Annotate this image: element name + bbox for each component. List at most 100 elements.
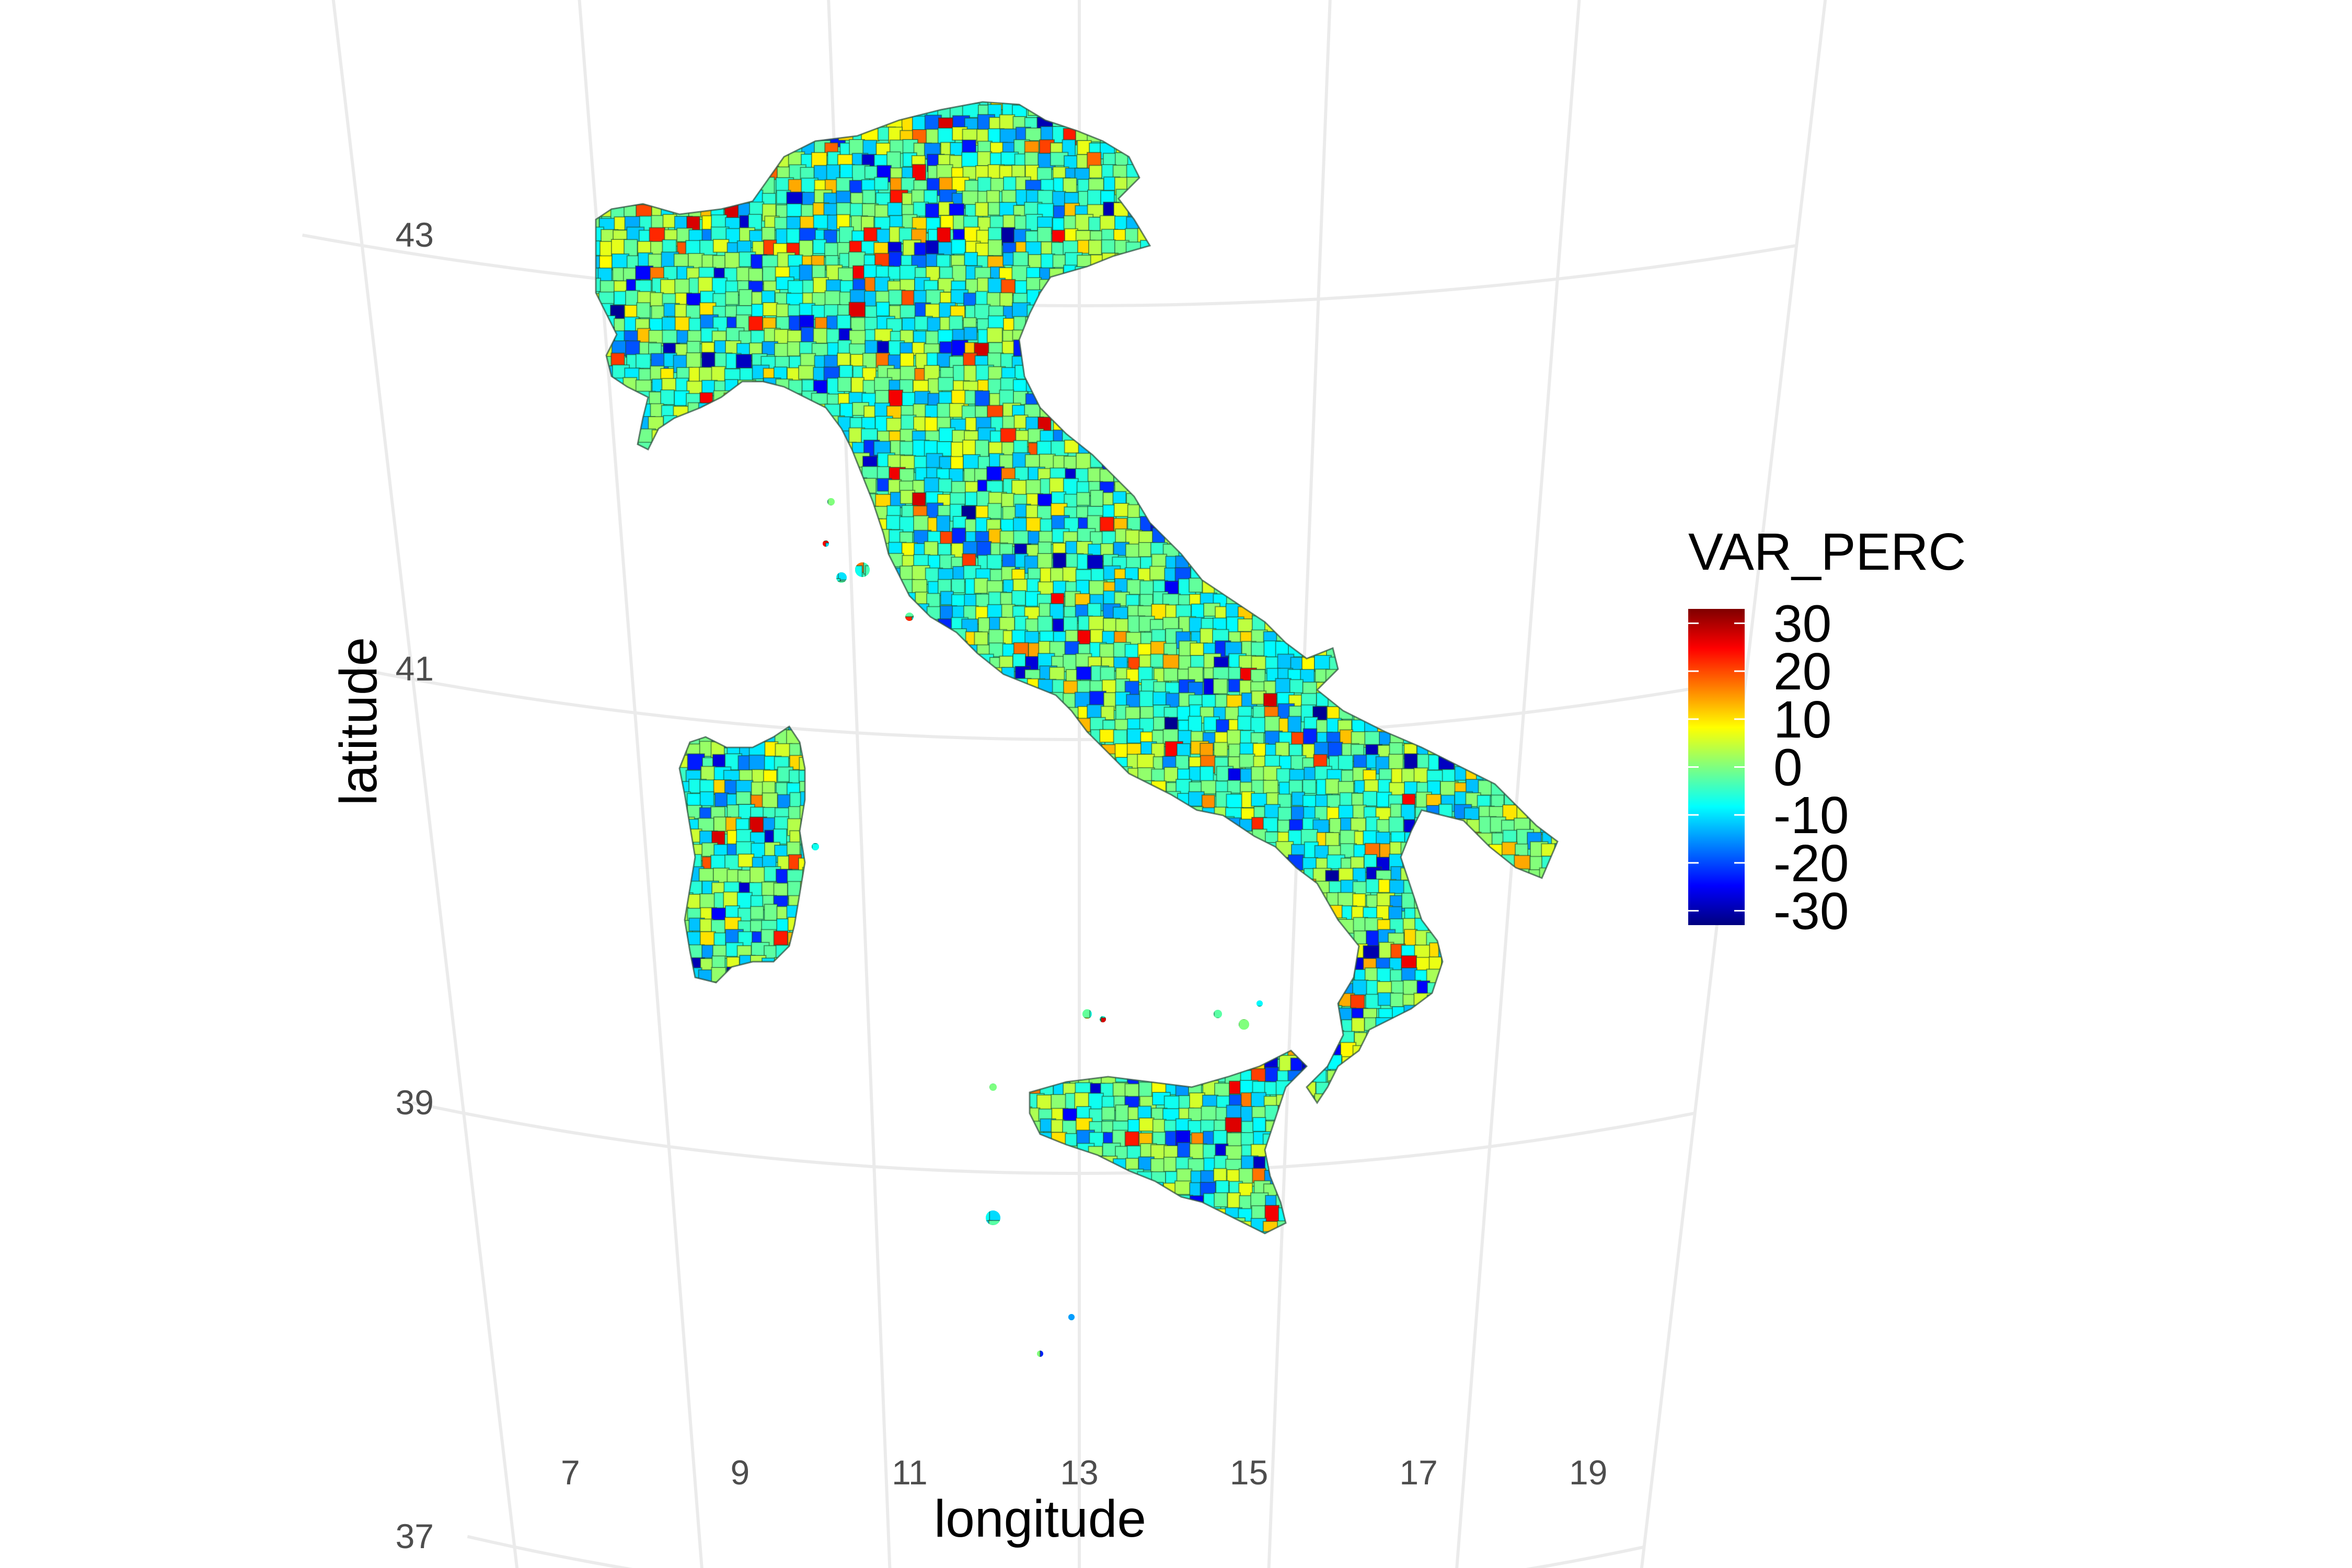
municipality-cell (1590, 604, 1605, 617)
municipality-cell (1325, 778, 1340, 795)
municipality-cell (1442, 343, 1456, 360)
municipality-cell (675, 191, 693, 206)
municipality-cell (827, 478, 844, 497)
municipality-cell (1202, 177, 1217, 192)
municipality-cell (1125, 267, 1143, 282)
municipality-cell (811, 555, 829, 571)
municipality-cell (748, 628, 768, 645)
municipality-cell (1149, 566, 1167, 581)
municipality-cell (762, 704, 778, 720)
municipality-cell (838, 642, 855, 660)
municipality-cell (1426, 292, 1441, 307)
municipality-cell (773, 102, 791, 105)
municipality-cell (1554, 803, 1558, 817)
municipality-cell (1001, 680, 1020, 696)
municipality-cell (1429, 556, 1448, 574)
municipality-cell (1452, 655, 1470, 674)
municipality-cell (1163, 465, 1177, 483)
municipality-cell (814, 581, 832, 597)
municipality-cell (639, 693, 658, 711)
municipality-cell (1454, 553, 1471, 569)
municipality-cell (786, 405, 803, 421)
municipality-cell (1581, 167, 1595, 183)
municipality-cell (1288, 617, 1302, 631)
municipality-cell (1529, 228, 1547, 243)
municipality-cell (1378, 265, 1393, 283)
municipality-cell (1353, 327, 1369, 345)
municipality-cell (1189, 468, 1205, 486)
municipality-cell (1353, 530, 1370, 549)
municipality-cell (863, 768, 881, 784)
municipality-cell (1503, 354, 1518, 370)
municipality-cell (776, 414, 794, 434)
municipality-cell (1479, 342, 1494, 361)
municipality-cell (662, 566, 677, 582)
municipality-cell (1350, 342, 1368, 358)
municipality-cell (924, 807, 938, 822)
municipality-cell (750, 456, 765, 471)
municipality-cell (1263, 204, 1279, 219)
municipality-cell (1128, 113, 1143, 132)
municipality-cell (1240, 280, 1258, 294)
municipality-cell (1426, 541, 1443, 558)
municipality-cell (698, 543, 716, 559)
municipality-cell (575, 431, 592, 446)
municipality-cell (1175, 377, 1192, 394)
municipality-cell (1363, 556, 1379, 574)
municipality-cell (1040, 780, 1058, 795)
municipality-cell (812, 467, 827, 481)
municipality-cell (851, 102, 871, 106)
municipality-cell (1492, 140, 1506, 157)
municipality-cell (1011, 706, 1028, 721)
municipality-cell (1590, 114, 1607, 131)
municipality-cell (1102, 780, 1121, 799)
municipality-cell (826, 518, 841, 533)
municipality-cell (1329, 80, 1345, 94)
municipality-cell (1502, 114, 1516, 129)
municipality-cell (1377, 117, 1392, 136)
municipality-cell (1200, 544, 1217, 562)
municipality-cell (1379, 544, 1394, 558)
municipality-cell (1039, 829, 1055, 849)
municipality-cell (886, 817, 904, 832)
municipality-cell (1329, 354, 1344, 369)
municipality-cell (1074, 806, 1090, 821)
municipality-cell (1577, 655, 1593, 672)
municipality-cell (1315, 243, 1330, 261)
municipality-cell (1501, 404, 1517, 419)
municipality-cell (1428, 305, 1443, 323)
municipality-cell (1564, 205, 1581, 217)
municipality-cell (912, 666, 927, 682)
municipality-cell (861, 706, 878, 724)
municipality-cell (1440, 593, 1454, 608)
municipality-cell (1115, 378, 1132, 397)
municipality-cell (1202, 517, 1220, 535)
municipality-cell (1053, 390, 1071, 408)
municipality-cell (1341, 315, 1357, 332)
municipality-cell (1300, 603, 1316, 619)
municipality-cell (1214, 428, 1233, 443)
municipality-cell (1589, 720, 1605, 735)
municipality-cell (712, 506, 730, 521)
municipality-cell (1580, 529, 1596, 543)
municipality-cell (962, 705, 979, 720)
municipality-cell (1413, 329, 1428, 348)
municipality-cell (1001, 492, 1016, 508)
municipality-cell (1063, 177, 1077, 193)
municipality-cell (1251, 505, 1269, 520)
municipality-cell (1036, 327, 1051, 344)
municipality-cell (901, 177, 916, 192)
municipality-cell (711, 492, 726, 511)
municipality-cell (1263, 239, 1279, 258)
grid-line-lon-7 (331, 0, 519, 1568)
municipality-cell (1576, 91, 1590, 103)
municipality-cell (750, 126, 766, 142)
municipality-cell (661, 729, 681, 743)
municipality-cell (814, 590, 830, 609)
municipality-cell (761, 694, 778, 712)
municipality-cell (1239, 166, 1255, 185)
municipality-cell (1539, 166, 1555, 181)
municipality-cell (676, 656, 691, 671)
municipality-cell (1589, 141, 1602, 157)
municipality-cell (787, 643, 805, 658)
